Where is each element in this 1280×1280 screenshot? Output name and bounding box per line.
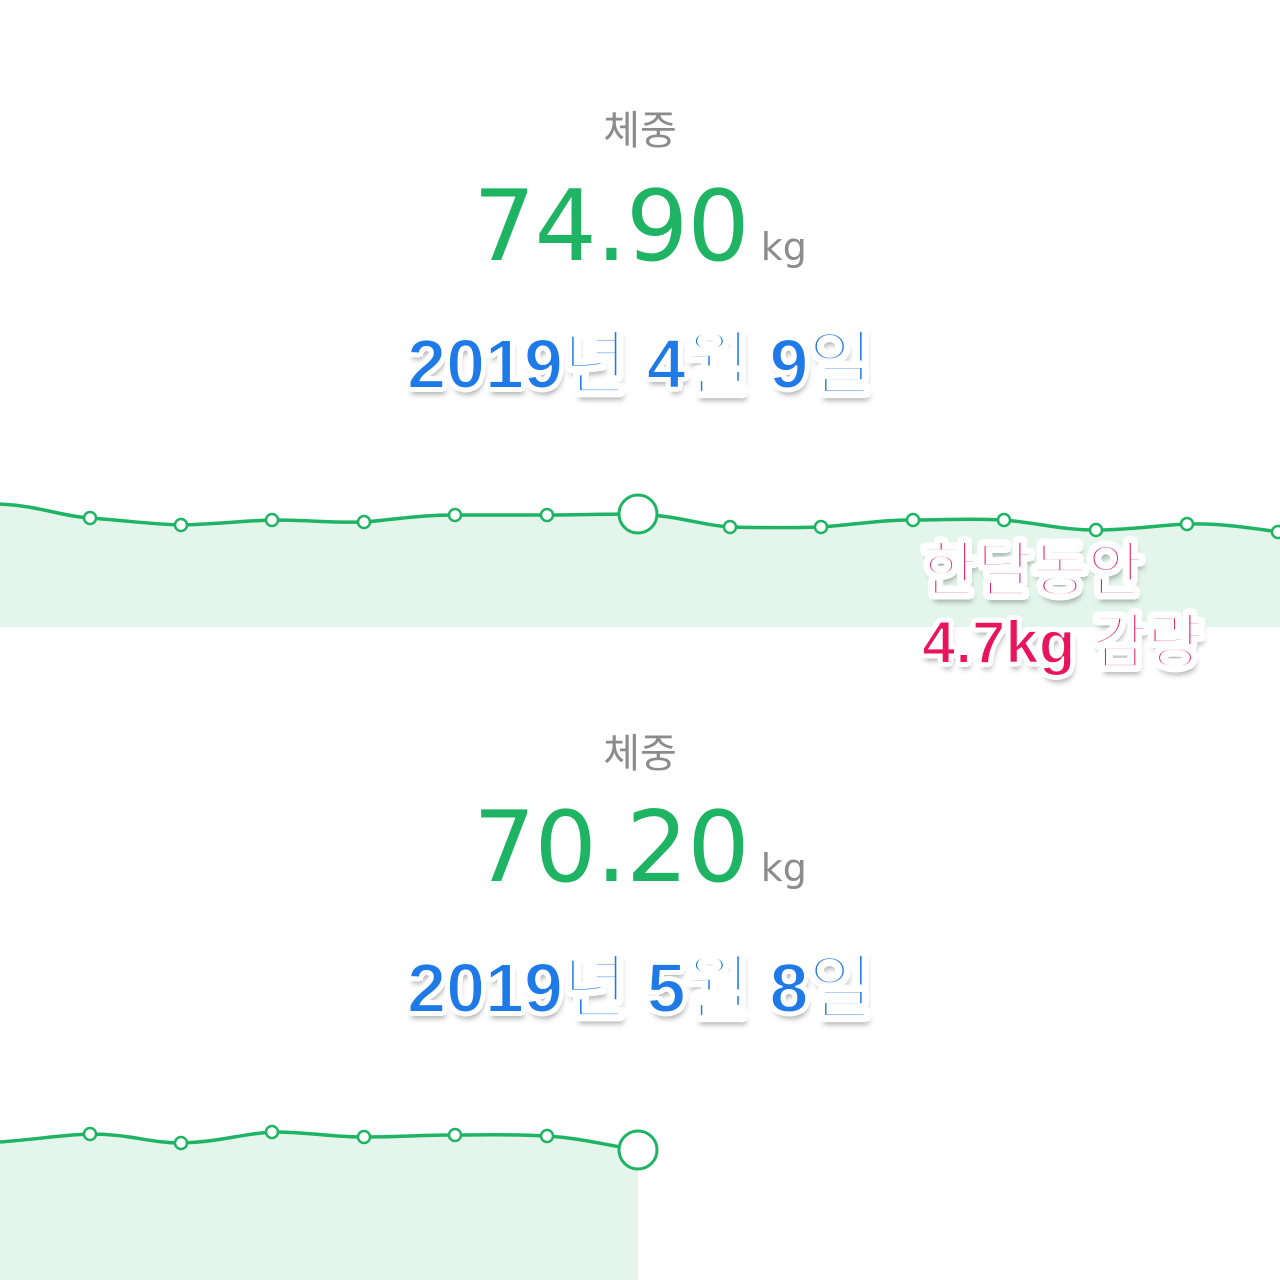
trend-point [996,512,1012,528]
trend-point [82,510,98,526]
trend-area [0,1132,638,1280]
weight-label: 체중 [603,731,677,777]
trend-point-selected [617,1129,659,1171]
weight-panel-may: 체중 70.20 kg 2019년 5월 8일 [0,627,1280,1280]
weight-panel-april: 체중 74.90 kg 2019년 4월 9일 [0,0,1280,627]
weight-trend-chart[interactable] [0,470,1280,627]
trend-point [1179,516,1195,532]
weight-value-row: 70.20 kg [0,799,1280,897]
weight-trend-chart[interactable] [0,1117,1280,1280]
trend-point [813,519,829,535]
trend-point [173,1135,189,1151]
trend-line [0,1130,639,1152]
weight-value: 74.90 [473,170,750,284]
trend-point [722,519,738,535]
trend-point-selected [617,493,659,535]
trend-point [447,1127,463,1143]
trend-point [356,514,372,530]
note-line-1: 한달동안 [921,536,1144,605]
weight-unit: kg [760,225,807,269]
trend-point [356,1129,372,1145]
trend-point [264,512,280,528]
trend-point [905,512,921,528]
trend-point [539,1128,555,1144]
trend-point [82,1126,98,1142]
trend-point [447,507,463,523]
trend-point [264,1124,280,1140]
date-caption: 2019년 4월 9일 [406,324,874,404]
trend-point [1270,524,1280,540]
weight-unit: kg [760,846,807,890]
weight-value-row: 74.90 kg [0,178,1280,276]
trend-point [1088,522,1104,538]
trend-point [173,517,189,533]
date-caption: 2019년 5월 8일 [406,948,874,1028]
trend-area [0,504,1280,627]
weight-value: 70.20 [473,791,750,905]
weight-label: 체중 [603,108,677,154]
note-line-2: 4.7kg 감량 [921,608,1204,677]
weight-loss-note: 한달동안 4.7kg 감량 [921,535,1262,679]
trend-point [539,507,555,523]
